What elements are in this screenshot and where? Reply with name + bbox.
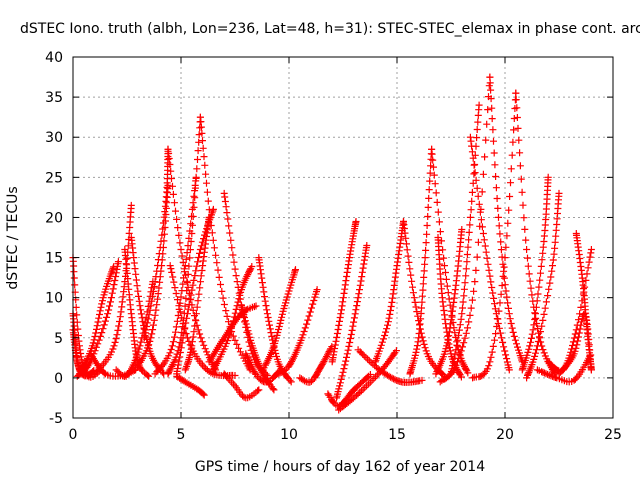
data-point-markers: [296, 343, 336, 386]
y-tick-label: -5: [49, 411, 63, 427]
y-tick-label: 35: [45, 90, 63, 106]
y-tick-label: 40: [45, 50, 63, 66]
data-point-markers: [523, 189, 563, 382]
data-series-arc28: [259, 266, 299, 374]
x-tick-label: 25: [604, 427, 622, 443]
data-point-markers: [173, 372, 208, 399]
data-series-arc46: [469, 89, 520, 382]
y-axis-label: dSTEC / TECUs: [5, 186, 21, 289]
chart-title: dSTEC Iono. truth (albh, Lon=236, Lat=48…: [20, 21, 640, 37]
x-axis-label: GPS time / hours of day 162 of year 2014: [195, 459, 485, 475]
data-series-arc29: [274, 286, 321, 378]
data-points: [69, 73, 595, 414]
data-point-markers: [469, 89, 520, 382]
data-series-arc15: [151, 173, 200, 378]
data-series-arc31: [328, 218, 360, 366]
data-point-markers: [354, 346, 426, 386]
x-tick-label: 5: [177, 427, 186, 443]
data-series-arc11: [132, 181, 172, 374]
x-tick-label: 10: [280, 427, 298, 443]
data-series-arc24: [220, 370, 263, 402]
y-tick-label: 30: [45, 130, 63, 146]
x-tick-label: 15: [388, 427, 406, 443]
y-tick-label: 20: [45, 210, 63, 226]
data-series-arc44: [436, 73, 494, 386]
data-point-markers: [151, 173, 200, 378]
x-tick-label: 0: [69, 427, 78, 443]
data-point-markers: [274, 286, 321, 378]
data-series-arc32: [333, 242, 371, 402]
data-series-arc40: [432, 226, 466, 378]
axis-ticks: 0 5 10 15 20 25 -5 0 5 10 15 20 25 30 35 40: [45, 50, 622, 443]
data-point-markers: [518, 173, 552, 374]
data-series-arc53: [555, 310, 595, 378]
data-point-markers: [432, 226, 466, 378]
data-point-markers: [328, 218, 360, 366]
plot-frame: [72, 56, 614, 419]
data-point-markers: [140, 145, 172, 342]
y-tick-label: 25: [45, 170, 63, 186]
data-point-markers: [220, 370, 263, 402]
data-point-markers: [371, 218, 407, 366]
data-series-arc30: [296, 343, 336, 386]
data-point-markers: [333, 242, 371, 402]
data-point-markers: [555, 310, 595, 378]
data-point-markers: [181, 213, 213, 374]
data-series-arc35: [354, 346, 426, 386]
data-series-arc48: [518, 173, 552, 374]
data-series-arc20: [181, 213, 213, 374]
data-point-markers: [132, 181, 172, 374]
data-series-arc19: [173, 372, 208, 399]
y-tick-label: 0: [54, 371, 63, 387]
data-point-markers: [406, 145, 436, 378]
x-tick-label: 20: [496, 427, 514, 443]
data-series-arc49: [523, 189, 563, 382]
data-point-markers: [259, 266, 299, 374]
y-tick-label: 5: [54, 331, 63, 347]
data-point-markers: [238, 302, 278, 394]
data-series-arc38: [406, 145, 436, 378]
data-point-markers: [466, 133, 513, 374]
data-series-arc12: [140, 145, 172, 342]
data-point-markers: [436, 73, 494, 386]
y-tick-label: 15: [45, 251, 63, 267]
data-series-arc25: [238, 302, 278, 394]
data-series-arc43: [466, 133, 513, 374]
y-tick-label: 10: [45, 291, 63, 307]
data-series-arc36: [371, 218, 407, 366]
